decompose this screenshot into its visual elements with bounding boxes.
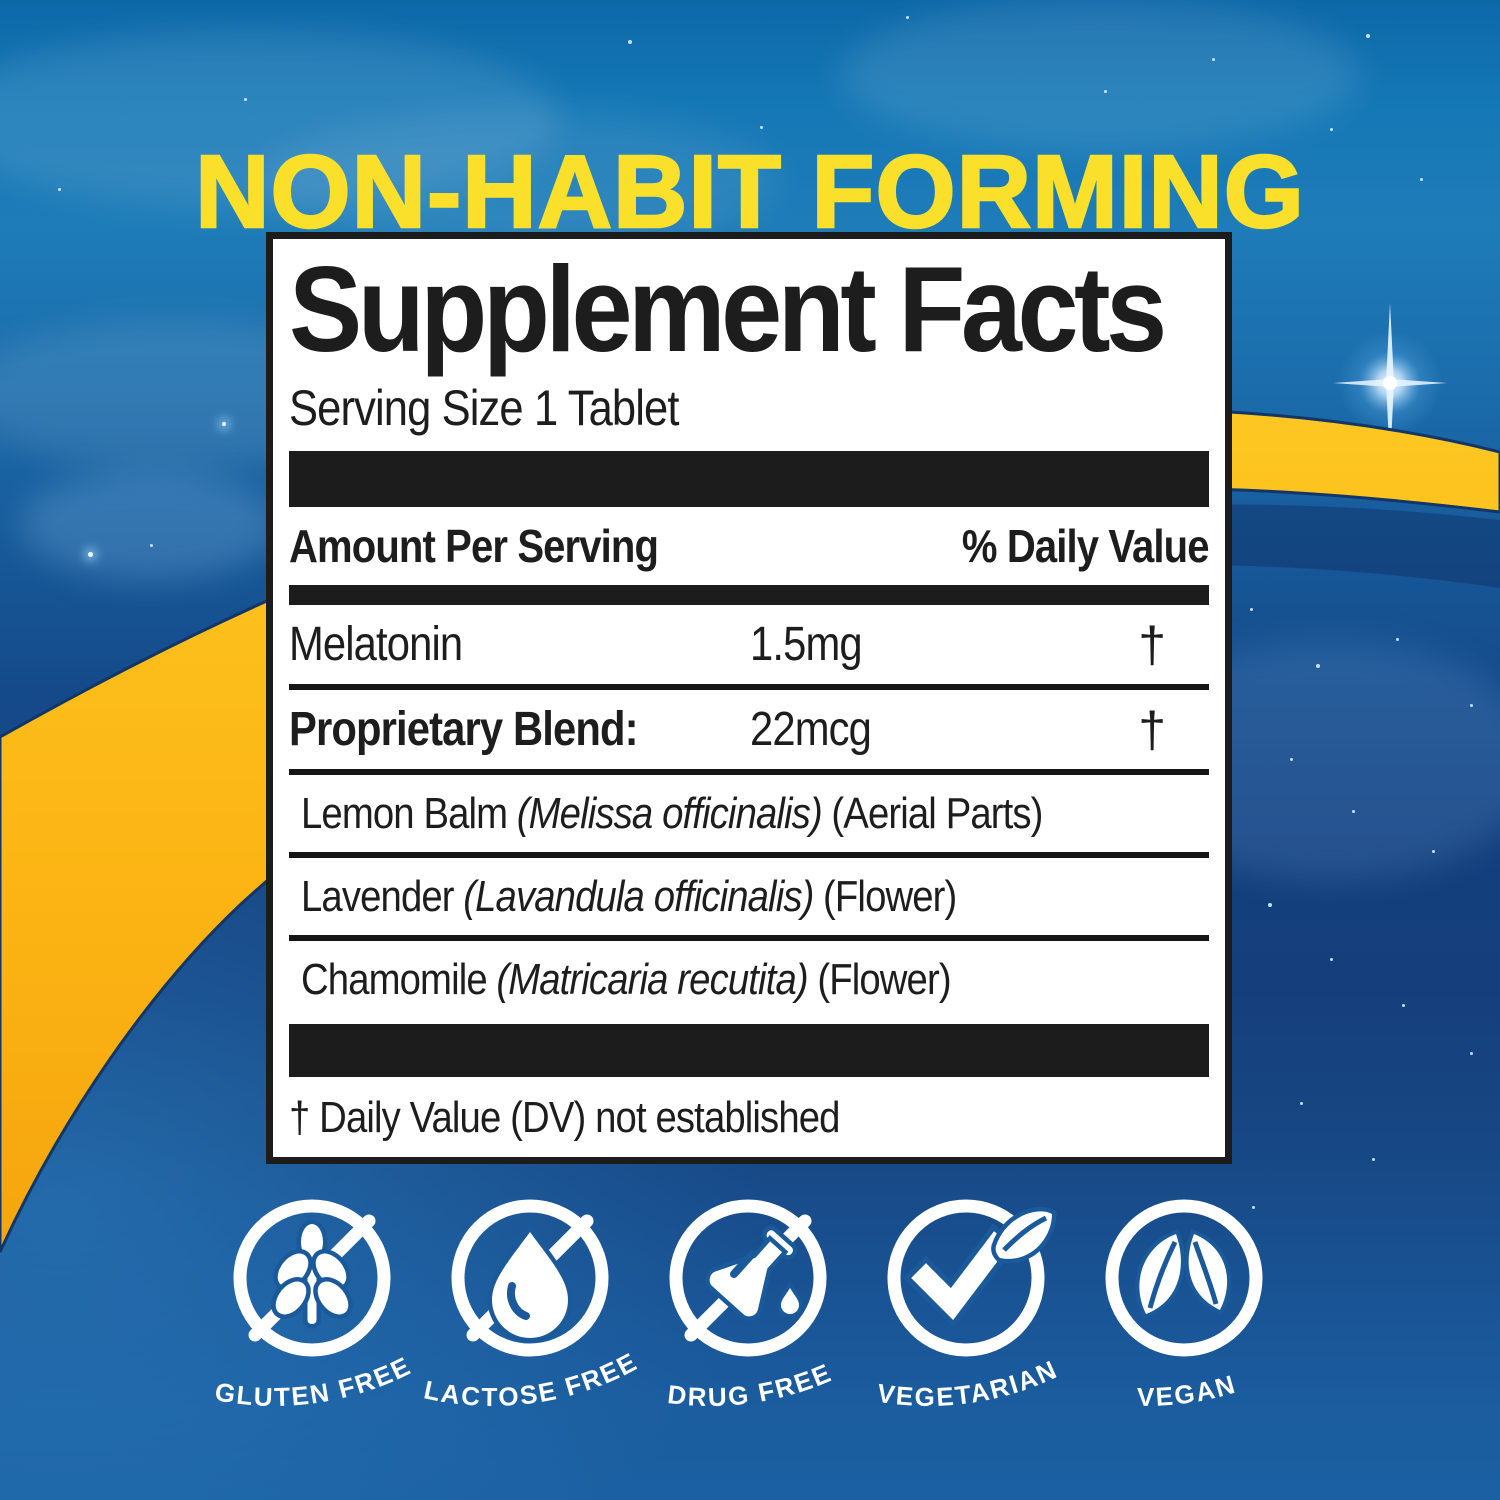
bright-star-icon — [1333, 303, 1447, 463]
star-dot — [1212, 58, 1215, 61]
blend-item-part: (Aerial Parts) — [831, 788, 1043, 838]
star-dot — [1366, 34, 1370, 38]
daily-value-dagger: † — [1138, 701, 1166, 758]
badge-label: GLUTEN FREE — [213, 1350, 414, 1412]
star-dot — [1104, 90, 1107, 93]
blend-item-latin: (Lavandula officinalis) — [463, 871, 814, 921]
star-dot — [1268, 903, 1272, 907]
check-leaf-glyph — [903, 1206, 1057, 1329]
blend-item-latin: (Melissa officinalis) — [516, 788, 823, 838]
star-dot — [1396, 638, 1399, 641]
badge-drug-free: DRUG FREE — [666, 1199, 836, 1412]
headline: NON-HABIT FORMING — [194, 133, 1305, 251]
divider-rule — [289, 684, 1209, 691]
amount-header: Amount Per Serving — [289, 520, 659, 573]
badge-label: VEGETARIAN — [875, 1354, 1060, 1412]
divider-rule — [289, 852, 1209, 859]
badge-lactose-free: LACTOSE FREE — [421, 1199, 641, 1412]
badge-vegan: VEGAN — [1105, 1199, 1263, 1412]
blend-item-row: Lavender (Lavandula officinalis) (Flower… — [289, 858, 1209, 935]
ingredient-amount: 1.5mg — [750, 618, 863, 672]
blend-item-row: Lemon Balm (Melissa officinalis) (Aerial… — [289, 775, 1209, 852]
svg-text:VEGAN: VEGAN — [1137, 1369, 1240, 1412]
blend-item-name: Lemon Balm — [301, 788, 508, 838]
drop-glyph — [487, 1224, 573, 1343]
vegetarian-icon — [887, 1199, 1057, 1357]
star-dot — [1330, 958, 1333, 961]
star-dot — [1250, 608, 1253, 611]
supplement-facts-panel: Supplement Facts Serving Size 1 Tablet A… — [266, 232, 1232, 1164]
star-dot — [628, 40, 632, 44]
divider-rule — [289, 935, 1209, 942]
blend-item-row: Chamomile (Matricaria recutita) (Flower) — [289, 941, 1209, 1018]
star-dot — [1402, 1004, 1405, 1007]
footnote: † Daily Value (DV) not established — [289, 1093, 840, 1143]
star-dot — [1316, 664, 1320, 668]
blend-item-name: Chamomile — [301, 954, 488, 1004]
star-glow — [222, 422, 226, 426]
table-header-row: Amount Per Serving % Daily Value — [289, 507, 1210, 585]
divider-bar-thick — [289, 451, 1209, 508]
blend-item-part: (Flower) — [817, 954, 951, 1004]
cloud — [20, 470, 280, 580]
star-dot — [906, 16, 909, 19]
star-dot — [58, 188, 61, 191]
star-dot — [1432, 850, 1435, 853]
badge-label: VEGAN — [1137, 1369, 1238, 1412]
star-dot — [760, 126, 763, 129]
daily-value-dagger: † — [1138, 616, 1166, 673]
ingredient-name: Melatonin — [289, 618, 463, 672]
svg-text:VEGETARIAN: VEGETARIAN — [875, 1354, 1062, 1412]
svg-text:GLUTEN FREE: GLUTEN FREE — [213, 1350, 416, 1412]
daily-value-header: % Daily Value — [962, 520, 1210, 573]
drug-free-icon — [669, 1199, 827, 1357]
panel-title: Supplement Facts — [289, 241, 1167, 377]
star-dot — [1290, 758, 1293, 761]
star-dot — [1470, 704, 1473, 707]
divider-bar-medium — [289, 585, 1209, 606]
blend-item-part: (Flower) — [823, 871, 957, 921]
blend-item-latin: (Matricaria recutita) — [496, 954, 808, 1004]
star-dot — [1252, 1206, 1255, 1209]
svg-text:DRUG FREE: DRUG FREE — [666, 1357, 836, 1412]
ingredient-amount: 22mcg — [750, 703, 872, 757]
ingredient-name: Proprietary Blend: — [289, 703, 639, 757]
star-dot — [150, 544, 153, 547]
star-dot — [1420, 178, 1423, 181]
star-dot — [1372, 1158, 1375, 1161]
table-row: Melatonin 1.5mg † — [289, 605, 1209, 684]
star-dot — [1470, 1052, 1473, 1055]
serving-size: Serving Size 1 Tablet — [289, 380, 679, 437]
vegan-icon — [1105, 1199, 1263, 1357]
gluten-free-icon — [233, 1199, 391, 1357]
star-dot — [1330, 128, 1333, 131]
star-dot — [244, 98, 247, 101]
flask-glyph — [705, 1225, 803, 1321]
two-leaves-glyph — [1135, 1228, 1232, 1320]
cloud — [0, 30, 560, 210]
badge-vegetarian: VEGETARIAN — [875, 1199, 1062, 1412]
table-row: Proprietary Blend: 22mcg † — [289, 690, 1209, 769]
blend-item-name: Lavender — [301, 871, 455, 921]
lactose-free-icon — [451, 1199, 609, 1357]
star-dot — [1352, 810, 1355, 813]
cloud — [260, 110, 780, 250]
divider-rule — [289, 769, 1209, 776]
cloud — [840, 0, 1360, 150]
badge-label: DRUG FREE — [666, 1357, 834, 1412]
wheat-glyph — [271, 1219, 353, 1329]
divider-bar-thick — [289, 1024, 1209, 1078]
badge-gluten-free: GLUTEN FREE — [213, 1199, 416, 1412]
star-dot — [1300, 1102, 1303, 1105]
star-glow — [88, 552, 93, 557]
